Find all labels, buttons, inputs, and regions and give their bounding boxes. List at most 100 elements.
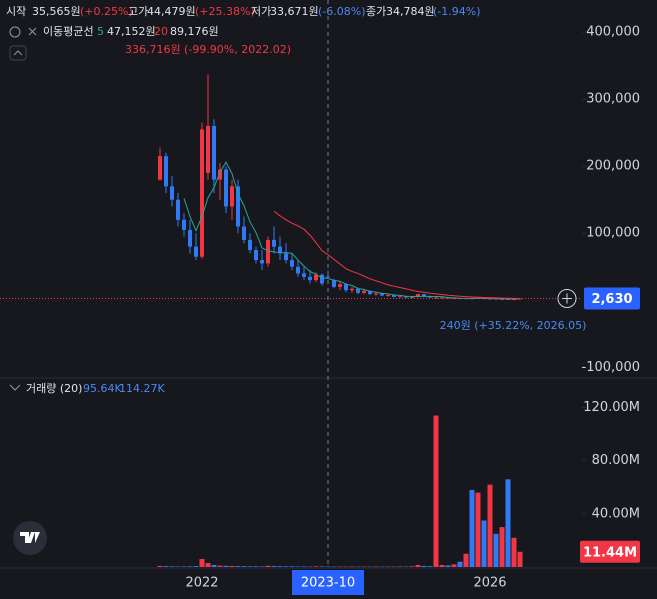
volume-bar xyxy=(475,492,481,567)
y-tick-label: 300,000 xyxy=(586,92,640,107)
candle-body xyxy=(302,273,306,277)
volume-bar xyxy=(175,566,181,567)
volume-bar xyxy=(259,566,265,567)
candle-body xyxy=(362,290,366,293)
volume-bar xyxy=(187,566,193,567)
volume-bar xyxy=(331,566,337,568)
candle-body xyxy=(224,169,228,207)
volume-tag-label: 11.44M xyxy=(583,545,637,560)
header-value: 34,784원 xyxy=(386,5,435,18)
volume-bar xyxy=(409,566,415,567)
volume-bar xyxy=(265,565,271,567)
candle-body xyxy=(188,229,192,247)
y-tick-label: 80.00M xyxy=(592,453,640,468)
logo-mark xyxy=(20,532,40,543)
volume-bar xyxy=(277,566,283,567)
y-tick-label: 40.00M xyxy=(592,506,640,521)
volume-bar xyxy=(337,566,343,568)
ma-value: 89,176원 xyxy=(170,25,219,38)
volume-bar xyxy=(271,566,277,567)
add-icon xyxy=(562,293,572,304)
x-tick-label: 2026 xyxy=(473,576,506,591)
indicator-title: 이동평균선 xyxy=(43,25,94,38)
candle-body xyxy=(158,156,162,180)
candle-body xyxy=(344,284,348,291)
candle-body xyxy=(404,296,408,298)
candle-body xyxy=(374,293,378,295)
price-tag-label: 2,630 xyxy=(591,292,632,307)
candle-body xyxy=(272,239,276,247)
volume-bar xyxy=(373,566,379,568)
candle-body xyxy=(266,239,270,264)
x-tick-label: 2022 xyxy=(185,576,218,591)
candle-body xyxy=(254,249,258,261)
volume-bar xyxy=(361,566,367,568)
volume-bar xyxy=(415,565,421,567)
candle-body xyxy=(356,288,360,293)
ma-name: 20 xyxy=(154,25,168,38)
candle-body xyxy=(194,246,198,257)
collapse-button[interactable] xyxy=(9,45,27,61)
header-change: (-6.08%) xyxy=(318,5,366,18)
candle-body xyxy=(200,129,204,257)
volume-bar xyxy=(511,537,517,567)
volume-bar xyxy=(349,566,355,568)
volume-bar xyxy=(319,566,325,567)
candle-body xyxy=(164,156,168,187)
y-tick-label: 200,000 xyxy=(586,159,640,174)
candle-body xyxy=(176,199,180,220)
candle-body xyxy=(296,266,300,274)
candle-body xyxy=(308,276,312,281)
header-value: 44,479원 xyxy=(147,5,196,18)
volume-bar xyxy=(199,559,205,567)
volume-bar xyxy=(367,566,373,568)
volume-bar xyxy=(163,566,169,567)
candle-body xyxy=(278,246,282,254)
candle-body xyxy=(338,284,342,287)
candle-body xyxy=(368,290,372,295)
volume-bar xyxy=(391,566,397,568)
y-tick-label: 100,000 xyxy=(586,226,640,241)
volume-bar xyxy=(433,415,439,567)
volume-bar xyxy=(223,565,229,567)
candle-body xyxy=(218,169,222,180)
eye-icon[interactable] xyxy=(9,26,21,38)
candle-body xyxy=(260,260,264,264)
candle-body xyxy=(320,274,324,284)
candle-body xyxy=(392,294,396,297)
volume-bar xyxy=(403,566,409,567)
candle-body xyxy=(386,294,390,296)
volume-bar xyxy=(289,566,295,567)
volume-bar xyxy=(229,565,235,567)
header-change: (+0.25%) xyxy=(80,5,133,18)
candle-body xyxy=(290,260,294,267)
header-value: 35,565원 xyxy=(32,5,81,18)
price-tag xyxy=(584,287,640,310)
volume-bar xyxy=(517,551,523,567)
candle-body xyxy=(206,126,210,173)
volume-bar xyxy=(355,566,361,568)
candle-body xyxy=(236,186,240,227)
candle-body xyxy=(500,298,504,300)
volume-bar xyxy=(301,566,307,567)
candle-body xyxy=(242,226,246,240)
volume-bar xyxy=(247,566,253,567)
volume-bar xyxy=(481,520,487,567)
y-tick-label: -100,000 xyxy=(582,360,640,375)
candle-body xyxy=(350,288,354,291)
volume-bar xyxy=(235,566,241,567)
moving-average-line xyxy=(273,210,521,299)
volume-bar xyxy=(421,565,427,567)
volume-bar xyxy=(157,565,163,567)
volume-bar xyxy=(505,479,511,567)
volume-collapse-icon[interactable] xyxy=(9,384,21,391)
header-label: 시작 xyxy=(6,5,26,18)
volume-bar xyxy=(427,566,433,567)
volume-bar xyxy=(379,566,385,568)
volume-bar xyxy=(493,533,499,567)
y-tick-label: 120.00M xyxy=(583,400,640,415)
volume-legend-value: 114.27K xyxy=(119,382,165,395)
close-icon[interactable] xyxy=(28,27,37,36)
volume-bar xyxy=(457,561,463,567)
